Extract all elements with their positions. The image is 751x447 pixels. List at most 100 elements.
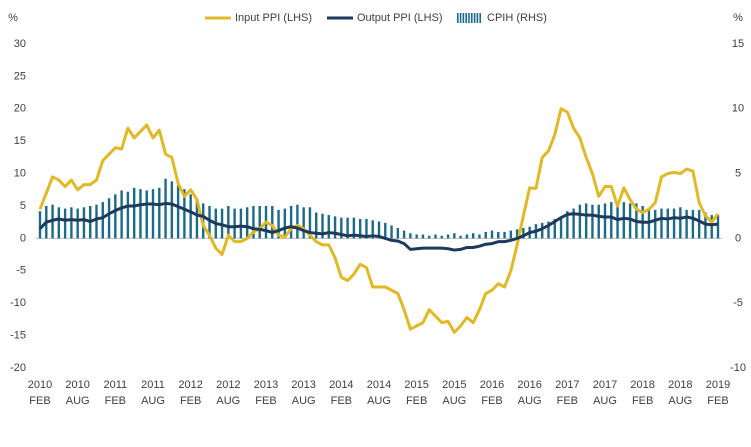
bar [409, 233, 412, 239]
bar [358, 218, 362, 239]
line-0 [38, 107, 720, 334]
bar [578, 204, 582, 239]
bar [547, 221, 550, 239]
bar [258, 206, 261, 239]
bar [114, 194, 117, 239]
y2-tick-label: -5 [733, 297, 743, 309]
y-tick-label: 20 [14, 103, 26, 115]
bar [446, 234, 450, 239]
bar [402, 230, 406, 239]
bar [271, 206, 274, 239]
x-tick-label: 2017 AUG [592, 379, 618, 407]
bar [597, 204, 600, 239]
legend-label: Input PPI (LHS) [235, 12, 312, 24]
bar [591, 204, 594, 239]
bar [289, 206, 293, 239]
bar [716, 215, 720, 239]
bar [559, 216, 563, 239]
bar [490, 230, 494, 239]
bar [396, 228, 400, 239]
bar [145, 190, 148, 239]
bar [63, 208, 67, 239]
bar [428, 235, 431, 239]
bar [164, 178, 167, 239]
x-tick-label: 2012 AUG [216, 379, 241, 407]
bar [660, 208, 663, 239]
x-tick-label: 2013 FEB [253, 379, 279, 407]
bar [239, 208, 243, 239]
bar [603, 203, 607, 239]
bar [453, 233, 456, 239]
bar [195, 199, 199, 239]
bar [390, 225, 393, 239]
y-tick-label: -10 [10, 297, 26, 309]
y2-unit-label: % [733, 12, 743, 24]
bar [302, 207, 305, 239]
bar [132, 187, 136, 239]
y-tick-label: -15 [10, 330, 26, 342]
bar [497, 231, 500, 239]
bar [515, 229, 519, 239]
bar [672, 208, 676, 239]
bar [377, 221, 381, 239]
bar [465, 234, 469, 239]
bar [384, 222, 387, 239]
bar [139, 189, 142, 239]
x-tick-label: 2010 AUG [65, 379, 90, 407]
bar [321, 213, 324, 239]
x-tick-label: 2019 FEB [705, 379, 731, 407]
bar [352, 217, 356, 239]
bar [315, 212, 318, 239]
bar [101, 202, 104, 239]
x-tick-label: 2012 FEB [178, 379, 203, 407]
bar [227, 206, 230, 239]
y-tick-label: 10 [14, 168, 26, 180]
bar [308, 207, 312, 239]
bar [57, 207, 61, 239]
bar [434, 234, 437, 239]
bar [233, 208, 236, 239]
x-tick-label: 2015 AUG [442, 379, 467, 407]
bar [654, 209, 657, 239]
y-unit-label: % [8, 12, 18, 24]
bar [189, 194, 192, 239]
bar [365, 218, 368, 239]
bar [553, 218, 556, 239]
legend-swatch [468, 13, 470, 23]
bar [459, 235, 462, 239]
bar [691, 209, 695, 239]
x-tick-label: 2013 AUG [291, 379, 316, 407]
bar [107, 198, 111, 239]
bar [82, 207, 86, 239]
bar [584, 203, 588, 239]
bar [666, 208, 669, 239]
y-tick-label: 5 [20, 200, 26, 212]
legend-swatch [476, 13, 479, 23]
bar [95, 204, 98, 239]
bar [566, 211, 569, 239]
bar [340, 217, 343, 239]
x-tick-label: 2018 FEB [630, 379, 655, 407]
x-tick-label: 2016 AUG [517, 379, 542, 407]
bar [421, 234, 425, 239]
bar [252, 206, 255, 239]
bar [478, 234, 481, 239]
bar [183, 189, 186, 239]
legend-label: Output PPI (LHS) [357, 12, 443, 24]
bar [120, 190, 123, 239]
bar [283, 208, 287, 239]
bar [296, 204, 299, 239]
y-tick-label: -5 [16, 265, 26, 277]
y-tick-label: 15 [14, 135, 26, 147]
y-tick-label: 30 [14, 38, 26, 50]
bar [628, 203, 632, 239]
x-tick-label: 2016 FEB [479, 379, 505, 407]
bar [70, 207, 73, 239]
bar [176, 185, 180, 239]
bar [277, 209, 280, 239]
x-tick-label: 2014 FEB [329, 379, 354, 407]
y2-tick-label: 15 [732, 38, 744, 50]
y-tick-label: -20 [10, 362, 26, 374]
legend-swatch [479, 13, 481, 23]
